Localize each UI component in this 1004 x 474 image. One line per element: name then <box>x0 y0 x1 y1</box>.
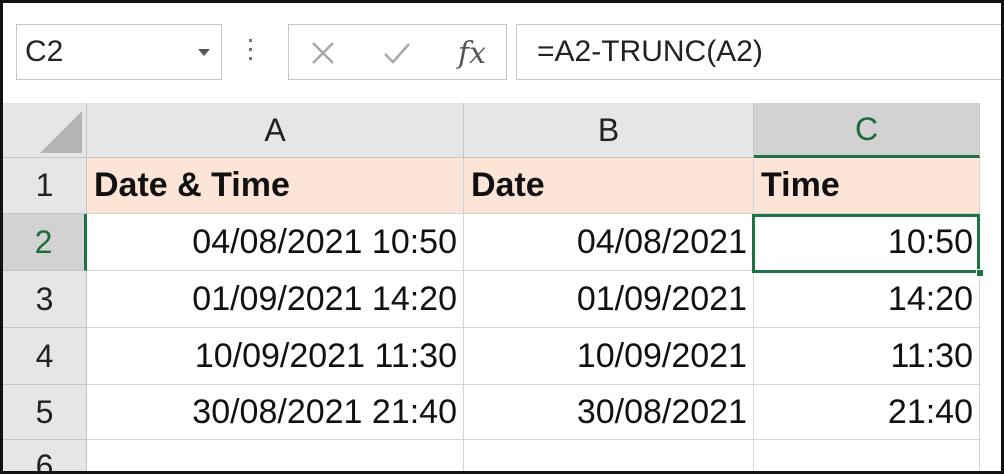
cell-b4[interactable]: 10/09/2021 <box>464 328 754 385</box>
row-header-1[interactable]: 1 <box>3 158 87 214</box>
column-header-b[interactable]: B <box>464 103 754 158</box>
cancel-x-icon[interactable] <box>303 33 343 73</box>
row-header-3[interactable]: 3 <box>3 271 87 328</box>
cell-b3[interactable]: 01/09/2021 <box>464 271 754 328</box>
cell-c5[interactable]: 21:40 <box>754 385 980 440</box>
row-header-6[interactable]: 6 <box>3 440 87 471</box>
row-header-4[interactable]: 4 <box>3 328 87 385</box>
cell-c1[interactable]: Time <box>754 158 980 214</box>
cell-a5[interactable]: 30/08/2021 21:40 <box>87 385 464 440</box>
cell-c6[interactable] <box>754 440 980 471</box>
name-box[interactable]: C2 <box>16 24 222 80</box>
cell-c3[interactable]: 14:20 <box>754 271 980 328</box>
cell-a1[interactable]: Date & Time <box>87 158 464 214</box>
fill-handle[interactable] <box>976 269 984 277</box>
cell-b2[interactable]: 04/08/2021 <box>464 214 754 271</box>
worksheet-grid: A B C 1 2 3 4 5 6 Date & Time Date Time … <box>3 103 1001 471</box>
column-header-a[interactable]: A <box>87 103 464 158</box>
select-all-corner[interactable] <box>3 103 87 158</box>
formula-bar-area: C2 fx =A2-TRUNC(A2) <box>3 3 1001 103</box>
check-icon[interactable] <box>377 33 417 73</box>
chevron-down-icon[interactable] <box>198 49 210 56</box>
insert-function-icon[interactable]: fx <box>457 35 487 71</box>
cell-c2[interactable]: 10:50 <box>754 214 980 271</box>
formula-text: =A2-TRUNC(A2) <box>537 35 763 68</box>
cell-a3[interactable]: 01/09/2021 14:20 <box>87 271 464 328</box>
cell-a2[interactable]: 04/08/2021 10:50 <box>87 214 464 271</box>
cell-b1[interactable]: Date <box>464 158 754 214</box>
row-header-5[interactable]: 5 <box>3 385 87 440</box>
cell-a6[interactable] <box>87 440 464 471</box>
select-all-triangle-icon <box>40 111 82 153</box>
cell-a4[interactable]: 10/09/2021 11:30 <box>87 328 464 385</box>
drag-handle-icon[interactable] <box>248 39 254 67</box>
cell-c4[interactable]: 11:30 <box>754 328 980 385</box>
formula-buttons: fx <box>288 24 507 80</box>
column-header-c[interactable]: C <box>754 103 980 158</box>
name-box-value: C2 <box>25 35 64 68</box>
row-header-2[interactable]: 2 <box>3 214 87 271</box>
formula-input[interactable]: =A2-TRUNC(A2) <box>516 24 1001 80</box>
cell-b5[interactable]: 30/08/2021 <box>464 385 754 440</box>
cell-b6[interactable] <box>464 440 754 471</box>
